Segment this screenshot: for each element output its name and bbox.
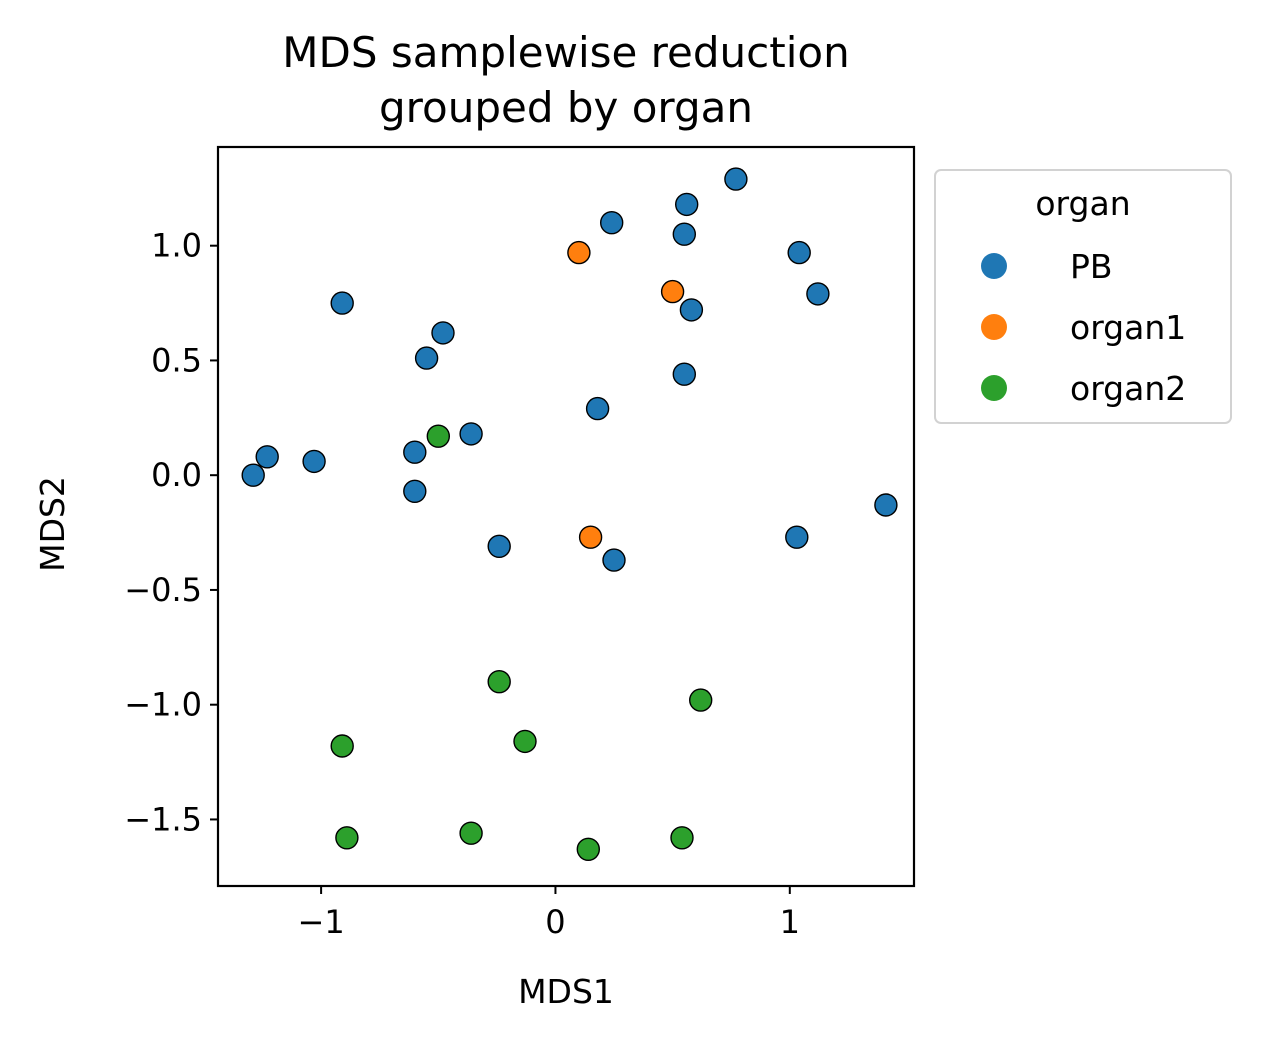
point-PB-11: [585, 396, 610, 421]
point-PB-15: [255, 445, 279, 469]
point-PB-4: [787, 240, 811, 265]
chart-title-line-1: MDS samplewise reduction: [282, 28, 849, 77]
y-tick-label: 0.5: [151, 341, 202, 379]
x-tick-label: 0: [545, 903, 565, 941]
y-tick-label: 1.0: [151, 227, 202, 265]
legend-frame: [934, 169, 1232, 424]
point-organ2-5: [335, 826, 359, 850]
point-PB-0: [724, 167, 748, 191]
point-PB-5: [806, 282, 830, 306]
point-PB-7: [330, 291, 354, 315]
point-PB-20: [602, 548, 626, 572]
legend-marker-organ1: [981, 314, 1007, 340]
y-tick-label: −0.5: [124, 571, 202, 609]
legend-marker-organ2: [981, 375, 1007, 401]
point-PB-9: [414, 346, 439, 370]
point-organ1-1: [660, 279, 685, 304]
point-PB-2: [600, 210, 624, 235]
point-organ1-2: [578, 525, 603, 549]
y-axis-label: MDS2: [33, 476, 72, 572]
point-PB-12: [459, 422, 483, 446]
legend-title: organ: [1035, 184, 1130, 223]
legend-items: PB organ1 organ2: [981, 247, 1186, 408]
point-PB-10: [672, 362, 696, 386]
y-tick-label: −1.0: [124, 686, 202, 724]
point-PB-19: [487, 534, 511, 558]
point-PB-16: [241, 463, 265, 487]
y-tick-label: 0.0: [151, 456, 202, 494]
legend-label-organ2: organ2: [1070, 369, 1186, 408]
x-axis-label: MDS1: [518, 972, 614, 1011]
point-PB-21: [785, 525, 809, 549]
chart-title: MDS samplewise reduction grouped by orga…: [282, 28, 849, 132]
point-organ2-0: [426, 424, 450, 448]
point-PB-6: [679, 298, 704, 322]
point-organ2-4: [513, 729, 537, 754]
data-points: [241, 167, 898, 861]
point-PB-18: [874, 493, 898, 517]
plot-area-frame: [216, 145, 916, 888]
legend-label-PB: PB: [1070, 247, 1113, 286]
legend-marker-PB: [981, 253, 1007, 279]
y-axis-ticks: −1.5 −1.0 −0.5 0.0 0.5 1.0: [124, 227, 218, 838]
point-organ2-2: [689, 688, 713, 712]
point-PB-14: [302, 449, 326, 474]
y-tick-label: −1.5: [124, 800, 202, 838]
point-organ2-6: [459, 821, 483, 845]
x-tick-label: −1: [298, 903, 345, 941]
point-organ1-0: [567, 240, 591, 265]
point-PB-3: [672, 222, 696, 246]
point-PB-17: [403, 479, 427, 503]
legend: organ PB organ1 organ2: [934, 169, 1232, 424]
x-axis-ticks: −1 0 1: [298, 886, 800, 941]
point-organ2-1: [487, 670, 511, 694]
x-tick-label: 1: [780, 903, 800, 941]
point-organ2-3: [330, 734, 354, 758]
legend-label-organ1: organ1: [1070, 308, 1186, 347]
point-organ2-7: [576, 837, 600, 861]
point-organ2-8: [670, 826, 694, 850]
point-PB-13: [403, 440, 427, 464]
point-PB-8: [431, 321, 455, 345]
chart-title-line-2: grouped by organ: [379, 83, 753, 132]
point-PB-1: [675, 192, 699, 217]
